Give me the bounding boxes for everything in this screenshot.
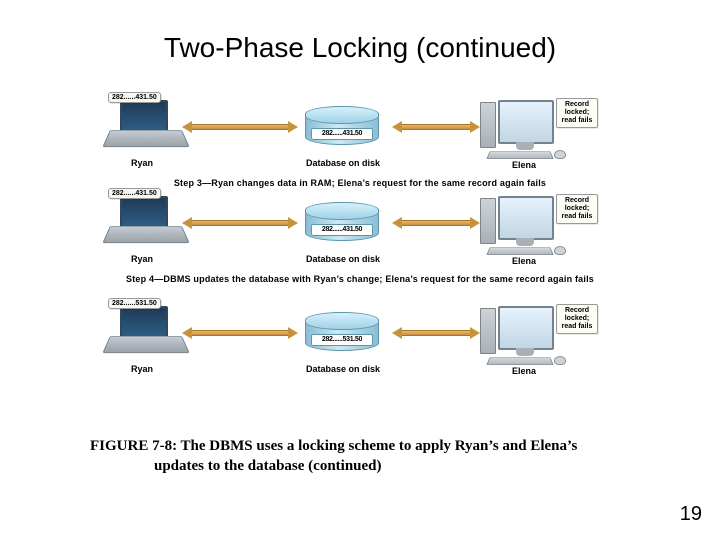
label-elena: Elena <box>504 366 544 376</box>
arrow-db-to-desktop-icon <box>400 220 472 226</box>
figure-caption: FIGURE 7-8: The DBMS uses a locking sche… <box>90 436 630 477</box>
laptop-balloon: 282......431.50 <box>108 92 161 103</box>
locked-message: Record locked; read fails <box>556 98 598 128</box>
step-3-caption: Step 3—Ryan changes data in RAM; Elena’s… <box>110 178 610 188</box>
page-number: 19 <box>680 503 702 526</box>
arrow-db-to-desktop-icon <box>400 124 472 130</box>
desktop-elena-icon: Record locked; read fails <box>480 306 580 366</box>
caption-line-2: updates to the database (continued) <box>90 458 382 474</box>
label-db: Database on disk <box>298 158 388 168</box>
diagram: 282......431.50 282......431.50 Record l… <box>110 100 610 410</box>
desktop-elena-icon: Record locked; read fails <box>480 100 580 160</box>
desktop-elena-icon: Record locked; read fails <box>480 196 580 256</box>
laptop-balloon: 282......431.50 <box>108 188 161 199</box>
arrow-db-to-desktop-icon <box>400 330 472 336</box>
slide-title: Two-Phase Locking (continued) <box>0 32 720 64</box>
label-ryan: Ryan <box>122 158 162 168</box>
label-db: Database on disk <box>298 254 388 264</box>
arrow-laptop-to-db-icon <box>190 220 290 226</box>
label-ryan: Ryan <box>122 254 162 264</box>
arrow-laptop-to-db-icon <box>190 330 290 336</box>
label-db: Database on disk <box>298 364 388 374</box>
db-record-stripe: 282......531.50 <box>311 334 373 346</box>
laptop-ryan-icon: 282......431.50 <box>110 196 180 246</box>
laptop-ryan-icon: 282......531.50 <box>110 306 180 356</box>
label-elena: Elena <box>504 160 544 170</box>
db-record-stripe: 282......431.50 <box>311 224 373 236</box>
label-elena: Elena <box>504 256 544 266</box>
db-cylinder-icon: 282......431.50 <box>305 202 377 242</box>
locked-message: Record locked; read fails <box>556 194 598 224</box>
laptop-ryan-icon: 282......431.50 <box>110 100 180 150</box>
db-record-stripe: 282......431.50 <box>311 128 373 140</box>
caption-line-1: FIGURE 7-8: The DBMS uses a locking sche… <box>90 438 577 454</box>
arrow-laptop-to-db-icon <box>190 124 290 130</box>
label-ryan: Ryan <box>122 364 162 374</box>
locked-message: Record locked; read fails <box>556 304 598 334</box>
db-cylinder-icon: 282......531.50 <box>305 312 377 352</box>
db-cylinder-icon: 282......431.50 <box>305 106 377 146</box>
laptop-balloon: 282......531.50 <box>108 298 161 309</box>
step-4-caption: Step 4—DBMS updates the database with Ry… <box>110 274 610 285</box>
